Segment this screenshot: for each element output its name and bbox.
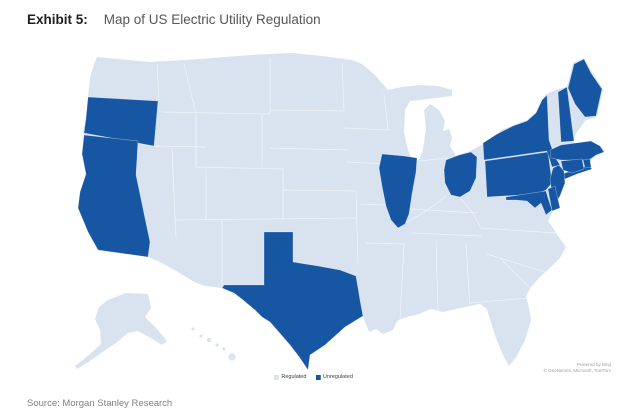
map-legend: Regulated Unregulated	[273, 374, 353, 380]
legend-item-regulated: Regulated	[273, 374, 307, 380]
unregulated-swatch-icon	[315, 374, 321, 380]
state-new-york	[482, 94, 561, 168]
state-alaska	[75, 293, 167, 369]
regulated-swatch-icon	[273, 374, 279, 380]
attribution-line1: Powered by Bing	[576, 362, 611, 367]
legend-label-regulated: Regulated	[281, 374, 307, 380]
us-mainland-regulated-region	[78, 53, 605, 370]
state-rhode-island	[582, 158, 592, 169]
exhibit-label: Exhibit 5:	[27, 12, 88, 27]
map-attribution: Powered by Bing © GeoNames, Microsoft, T…	[544, 362, 612, 374]
state-border-lines	[153, 57, 557, 321]
state-maine	[567, 58, 603, 118]
state-delaware	[547, 185, 561, 212]
legend-item-unregulated: Unregulated	[315, 374, 353, 380]
state-illinois	[378, 153, 418, 229]
state-california	[77, 134, 151, 258]
exhibit-subtitle: Map of US Electric Utility Regulation	[103, 12, 321, 27]
state-maryland	[505, 190, 553, 216]
exhibit-title: Exhibit 5: Map of US Electric Utility Reg…	[27, 11, 321, 29]
attribution-line2: © GeoNames, Microsoft, TomTom	[543, 368, 612, 373]
state-texas	[221, 231, 364, 371]
state-new-hampshire	[557, 86, 575, 143]
state-hawaii	[191, 327, 236, 361]
source-note: Source: Morgan Stanley Research	[27, 398, 173, 409]
state-connecticut	[560, 158, 585, 174]
state-ohio	[443, 151, 478, 198]
legend-label-unregulated: Unregulated	[322, 374, 353, 380]
state-massachusetts	[549, 140, 605, 161]
